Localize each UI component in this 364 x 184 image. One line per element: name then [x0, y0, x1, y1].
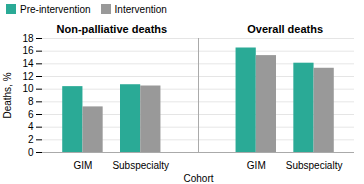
svg-text:18: 18 [22, 33, 34, 44]
svg-text:2: 2 [28, 134, 34, 145]
svg-text:12: 12 [22, 71, 34, 82]
svg-text:Non-palliative deaths: Non-palliative deaths [57, 23, 168, 35]
svg-text:6: 6 [28, 109, 34, 120]
svg-text:Subspecialty: Subspecialty [112, 160, 169, 171]
svg-text:GIM: GIM [73, 160, 92, 171]
svg-text:8: 8 [28, 96, 34, 107]
svg-text:GIM: GIM [247, 160, 266, 171]
svg-text:14: 14 [22, 58, 34, 69]
svg-text:Deaths, %: Deaths, % [2, 72, 13, 118]
svg-text:4: 4 [28, 121, 34, 132]
svg-text:Cohort: Cohort [183, 173, 213, 184]
html-text:Pre-intervention: Pre-intervention [20, 3, 91, 15]
html-text:Intervention: Intervention [114, 3, 167, 15]
svg-text:0: 0 [28, 147, 34, 158]
svg-text:10: 10 [22, 83, 34, 94]
svg-text:16: 16 [22, 45, 34, 56]
svg-text:Subspecialty: Subspecialty [286, 160, 343, 171]
svg-text:Overall deaths: Overall deaths [247, 23, 323, 35]
